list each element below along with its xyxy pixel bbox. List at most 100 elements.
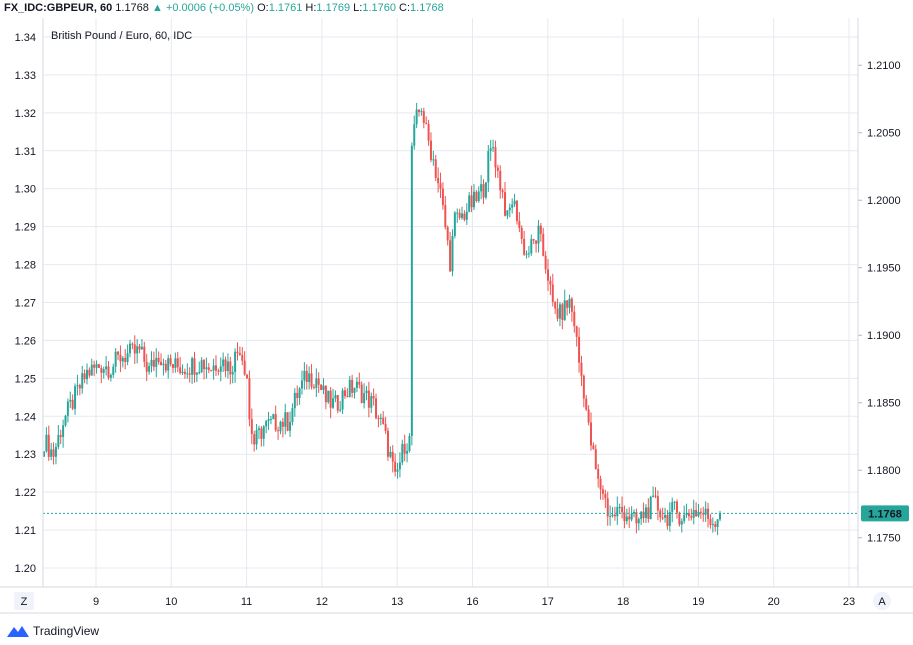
candle-body xyxy=(293,392,296,409)
candle xyxy=(226,353,229,379)
candle-body xyxy=(592,445,595,450)
candle-body xyxy=(131,343,134,345)
candle-body xyxy=(568,298,571,308)
candle-body xyxy=(484,182,487,198)
candle xyxy=(310,364,313,390)
candle-body xyxy=(637,519,640,524)
candle xyxy=(138,343,141,354)
time-axis[interactable]: 9 10 11 12 13 16 17 18 19 20 23 xyxy=(93,596,855,608)
candle-body xyxy=(630,513,633,520)
candle xyxy=(152,351,155,372)
candle xyxy=(601,485,604,501)
candle-body xyxy=(429,140,432,160)
candle-body xyxy=(573,311,576,327)
candle xyxy=(250,408,253,445)
candle-body xyxy=(716,519,719,528)
candle xyxy=(74,383,77,415)
candle-body xyxy=(205,367,208,370)
candle xyxy=(281,417,284,438)
candle xyxy=(257,425,260,440)
candle-body xyxy=(200,360,203,373)
candle xyxy=(618,503,621,514)
candle-body xyxy=(515,200,518,222)
candle-body xyxy=(43,451,45,457)
candle-body xyxy=(432,159,435,161)
candle-body xyxy=(315,378,318,388)
candle xyxy=(518,212,521,233)
candle xyxy=(324,385,327,410)
candle-body xyxy=(62,425,65,437)
candle xyxy=(394,453,397,477)
candle-body xyxy=(267,419,270,422)
candle-body xyxy=(468,195,471,212)
candle-body xyxy=(136,346,139,354)
candle-body xyxy=(406,450,409,454)
candle-body xyxy=(504,192,507,216)
candle-body xyxy=(690,516,693,518)
candle-body xyxy=(78,385,81,389)
open-label: O: xyxy=(257,2,269,14)
candle xyxy=(687,508,690,521)
candle-body xyxy=(336,395,339,411)
candle xyxy=(169,354,172,367)
candle xyxy=(477,186,480,203)
candle-body xyxy=(229,361,232,375)
candle-body xyxy=(231,372,234,375)
candle xyxy=(413,115,416,150)
right-tick-label: 1.1800 xyxy=(867,465,901,477)
candle-body xyxy=(599,478,602,490)
candle xyxy=(293,388,296,417)
candle xyxy=(690,508,693,521)
candle-body xyxy=(453,212,456,236)
candle xyxy=(379,413,382,426)
auto-scale-button[interactable]: A xyxy=(873,592,891,610)
candle xyxy=(265,419,268,434)
candle xyxy=(434,154,437,182)
candle-body xyxy=(372,396,375,399)
candle-body xyxy=(501,190,504,193)
candle xyxy=(164,359,167,373)
tradingview-logo-icon xyxy=(7,626,29,637)
candle xyxy=(544,251,547,274)
tradingview-logo-text: TradingView xyxy=(33,624,100,638)
candle xyxy=(222,352,225,373)
candle xyxy=(664,507,667,523)
candle xyxy=(633,509,636,518)
candle xyxy=(140,339,143,350)
candle-body xyxy=(465,211,468,220)
candle-body xyxy=(704,508,707,515)
candle xyxy=(148,362,151,375)
candle-body xyxy=(410,145,413,436)
candle xyxy=(136,339,139,364)
candle xyxy=(157,351,160,365)
candle-body xyxy=(93,364,96,368)
tradingview-logo[interactable]: TradingView xyxy=(6,622,99,640)
last-price-badge: 1.1768 xyxy=(861,505,909,522)
candle xyxy=(179,356,182,375)
candle-body xyxy=(482,184,485,198)
candle-body xyxy=(277,430,280,432)
candle-body xyxy=(160,361,163,366)
candle xyxy=(656,490,659,521)
candle xyxy=(515,200,518,225)
candle xyxy=(367,381,370,418)
candle-body xyxy=(649,496,652,519)
candle xyxy=(611,507,614,518)
time-tick-label: 20 xyxy=(768,596,780,608)
candle-body xyxy=(355,381,358,388)
timezone-button[interactable]: Z xyxy=(14,592,34,610)
candle-body xyxy=(150,359,153,367)
candle-body xyxy=(57,435,60,447)
candle xyxy=(81,365,84,394)
low-value: 1.1760 xyxy=(362,2,396,14)
left-tick-label: 1.25 xyxy=(15,373,36,385)
candle-body xyxy=(162,363,165,366)
candle xyxy=(470,185,473,213)
candle-body xyxy=(640,511,643,520)
candle xyxy=(322,378,325,395)
candle xyxy=(554,301,557,315)
candle xyxy=(193,351,196,383)
candle xyxy=(76,374,79,396)
candle xyxy=(336,394,339,414)
